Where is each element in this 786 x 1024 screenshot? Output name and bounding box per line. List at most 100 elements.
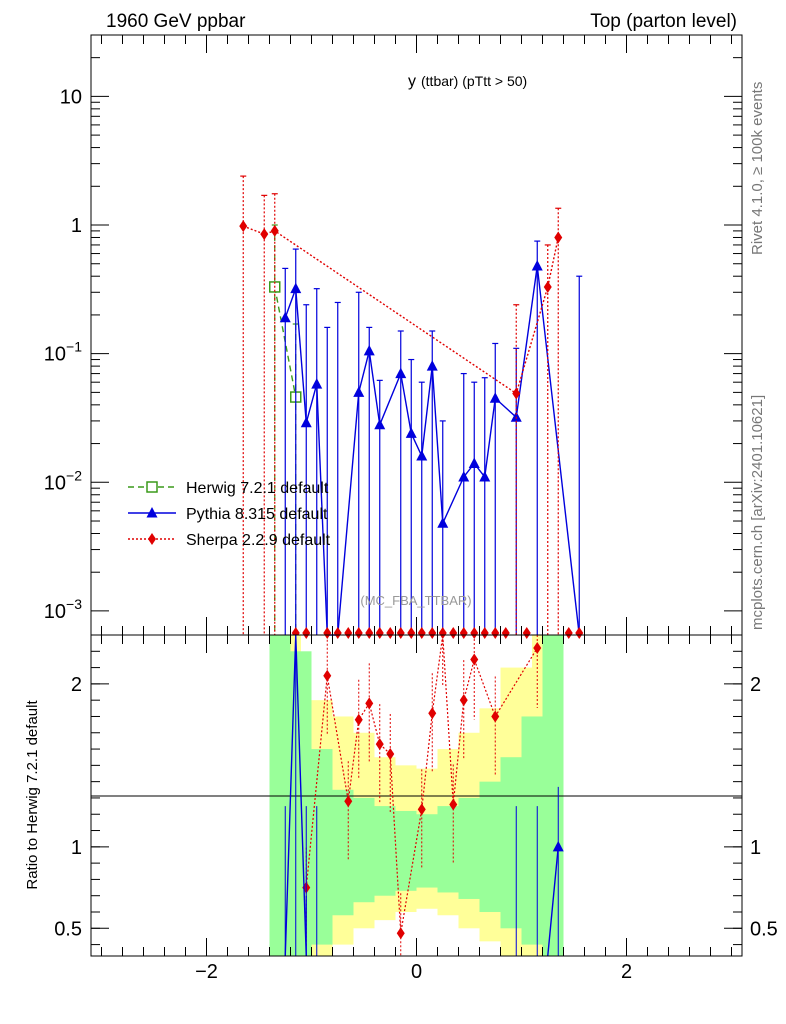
legend-marker-herwig xyxy=(146,481,158,493)
band-green-bin xyxy=(416,814,438,888)
x-tick-label: −2 xyxy=(195,961,218,983)
pythia-marker xyxy=(458,470,470,482)
band-green-bin xyxy=(374,806,396,896)
band-green-bin xyxy=(521,716,543,945)
main-y-tick-label: 10 xyxy=(60,86,82,108)
pythia-marker xyxy=(290,282,302,294)
ratio-y-tick-label-right: 0.5 xyxy=(750,918,778,940)
main-series-layer xyxy=(239,175,584,639)
legend-label-pythia: Pythia 8.315 default xyxy=(186,506,328,523)
sherpa-floor-marker xyxy=(417,627,426,639)
ratio-y-tick-label: 0.5 xyxy=(54,918,82,940)
ratio-sherpa-marker xyxy=(323,669,332,682)
pythia-marker xyxy=(479,470,491,482)
pythia-marker xyxy=(405,427,417,438)
main-y-tick-exponent: −2 xyxy=(66,467,82,483)
ratio-ylabel: Ratio to Herwig 7.2.1 default xyxy=(24,700,41,890)
ratio-sherpa-line xyxy=(305,634,538,934)
band-green-bin xyxy=(311,749,333,945)
band-green-bin xyxy=(395,810,417,891)
sherpa-marker xyxy=(260,228,269,241)
sherpa-floor-marker xyxy=(354,627,363,639)
ratio-sherpa-marker xyxy=(386,747,395,760)
sherpa-marker xyxy=(543,280,552,293)
sherpa-floor-marker xyxy=(365,627,374,639)
main-y-tick-label: 1 xyxy=(71,215,82,237)
pythia-marker xyxy=(531,260,543,271)
ratio-sherpa-marker xyxy=(365,697,374,710)
pythia-marker xyxy=(416,450,428,461)
pythia-marker xyxy=(363,344,375,356)
main-plot-area xyxy=(91,35,742,635)
sherpa-marker xyxy=(554,231,563,244)
header-left: 1960 GeV ppbar xyxy=(106,11,246,32)
sherpa-floor-marker xyxy=(438,627,447,639)
main-y-tick-label: 10−3 xyxy=(44,596,82,623)
pythia-marker xyxy=(353,386,365,397)
main-y-tick-label: 10−1 xyxy=(44,339,82,366)
sherpa-floor-marker xyxy=(323,627,332,639)
pythia-marker xyxy=(311,378,323,389)
sherpa-marker xyxy=(270,224,279,237)
sherpa-marker xyxy=(512,387,521,400)
sherpa-floor-marker xyxy=(470,627,479,639)
sherpa-floor-marker xyxy=(564,627,573,639)
sherpa-floor-marker xyxy=(375,627,384,639)
sherpa-floor-marker xyxy=(491,627,500,639)
plot-title-main: y xyxy=(408,73,416,90)
sherpa-floor-marker xyxy=(407,627,416,639)
sherpa-floor-marker xyxy=(302,627,311,639)
sherpa-floor-marker xyxy=(344,627,353,639)
pythia-marker xyxy=(374,418,386,430)
ratio-series-layer xyxy=(284,634,564,957)
sherpa-floor-marker xyxy=(428,627,437,639)
main-y-tick-exponent: −1 xyxy=(66,339,82,355)
pythia-marker xyxy=(489,392,501,403)
sherpa-floor-marker xyxy=(459,627,468,639)
band-green-bin xyxy=(458,797,480,899)
band-green-bin xyxy=(479,781,501,913)
header-right: Top (parton level) xyxy=(590,11,737,32)
legend-marker-pythia xyxy=(146,507,158,518)
ratio-sherpa-marker xyxy=(533,642,542,655)
sherpa-line xyxy=(243,225,559,395)
ratio-sherpa-marker xyxy=(428,707,437,720)
ratio-sherpa-marker xyxy=(375,738,384,751)
herwig-line xyxy=(274,286,297,398)
x-tick-label: 2 xyxy=(621,961,632,983)
ratio-y-tick-label: 2 xyxy=(71,674,82,696)
ratio-sherpa-marker xyxy=(354,713,363,726)
pythia-marker xyxy=(510,411,522,422)
ratio-pythia-marker xyxy=(552,840,564,852)
pythia-marker xyxy=(468,457,480,468)
sherpa-floor-marker xyxy=(386,627,395,639)
band-green-bin xyxy=(353,797,375,903)
ratio-sherpa-marker xyxy=(491,710,500,723)
pythia-marker xyxy=(395,367,407,379)
pythia-marker xyxy=(437,517,449,528)
ratio-sherpa-marker xyxy=(470,653,479,666)
ratio-sherpa-marker xyxy=(459,694,468,707)
analysis-watermark: (MC_FBA_TTBAR) xyxy=(360,593,471,608)
ratio-plot-panel: 0.5 0.5 1 1 2 2 Ratio to Herwig 7.2.1 default xyxy=(24,634,778,957)
ratio-sherpa-marker xyxy=(449,798,458,811)
plot-title-sub: (ttbar) (pTtt > 50) xyxy=(421,73,527,89)
ratio-y-tick-label-right: 2 xyxy=(750,674,761,696)
band-green-bin xyxy=(437,806,459,893)
main-plot-panel: y (ttbar) (pTtt > 50) (MC_FBA_TTBAR) 10−… xyxy=(44,34,743,639)
x-axis: −2 0 2 xyxy=(101,35,732,983)
band-green-bin xyxy=(500,757,522,929)
sherpa-floor-marker xyxy=(396,627,405,639)
ratio-y-tick-label-right: 1 xyxy=(750,837,761,859)
ratio-y-axis: 0.5 0.5 1 1 2 2 xyxy=(54,650,778,946)
legend-marker-sherpa xyxy=(148,533,156,545)
rivet-label: Rivet 4.1.0, ≥ 100k events xyxy=(749,82,766,255)
legend-label-herwig: Herwig 7.2.1 default xyxy=(186,480,329,497)
ratio-sherpa-marker xyxy=(344,795,353,808)
x-tick-label: 0 xyxy=(411,961,422,983)
sherpa-floor-marker xyxy=(480,627,489,639)
pythia-marker xyxy=(279,311,291,323)
legend-label-sherpa: Sherpa 2.2.9 default xyxy=(186,532,331,549)
sherpa-floor-marker xyxy=(575,627,584,639)
